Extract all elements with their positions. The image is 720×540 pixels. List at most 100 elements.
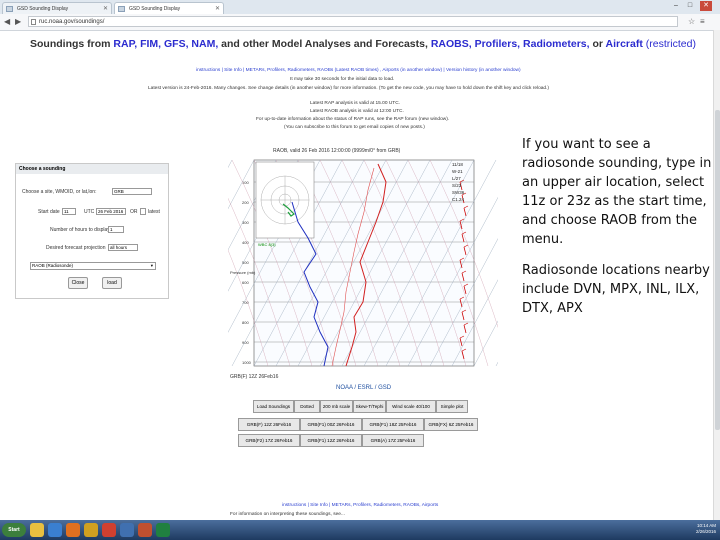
title-mid: and other Model Analyses and Forecasts, <box>218 38 431 50</box>
close-button[interactable]: Close <box>68 277 88 289</box>
pressure-tick: 100 <box>242 180 249 185</box>
rap-forum-note: For up-to-date information about the sta… <box>256 117 450 122</box>
latest-rap: Latest RAP analysis is valid at 15.00 UT… <box>310 101 401 106</box>
latest-raob: Latest RAOB analysis is valid at 12:00 U… <box>310 109 404 114</box>
sounding-button[interactable]: GRB(F1) 12Z 26Feb16 <box>300 434 362 447</box>
scrollbar-thumb[interactable] <box>715 110 720 430</box>
hours-input[interactable]: 1 <box>108 226 124 233</box>
url-input[interactable]: ruc.noaa.gov/soundings/ <box>28 16 678 27</box>
pressure-tick: 800 <box>242 320 249 325</box>
pressure-tick: 1000 <box>242 360 252 365</box>
taskbar: Start 10:14 AM 2/26/2016 <box>0 520 720 540</box>
date-input[interactable]: 26 Feb 2016 <box>96 208 126 215</box>
sounding-button[interactable]: GRB(A) 17Z 25Feb16 <box>362 434 424 447</box>
page-icon <box>31 19 36 25</box>
minimize-button[interactable]: – <box>674 2 678 9</box>
back-arrow-icon[interactable]: ◀ <box>4 17 11 26</box>
browser-tab-bar: GSD Sounding Display ✕ GSD Sounding Disp… <box>0 0 720 15</box>
firefox-icon[interactable] <box>66 523 80 537</box>
annotation-paragraph-1: If you want to see a radiosonde sounding… <box>522 137 712 247</box>
site-input[interactable]: GRB <box>112 188 152 195</box>
explorer-icon[interactable] <box>84 523 98 537</box>
page-title: Soundings from RAP, FIM, GFS, NAM, and o… <box>30 38 720 50</box>
annotation-paragraph-2: Radiosonde locations nearby include DVN,… <box>522 263 710 316</box>
model-links[interactable]: RAP, FIM, GFS, NAM, <box>113 38 219 50</box>
close-window-button[interactable]: ✕ <box>700 1 712 11</box>
obs-links[interactable]: RAOBS, Profilers, Radiometers, <box>430 38 590 50</box>
clock-time: 10:14 AM <box>696 523 716 528</box>
word-icon[interactable] <box>120 523 134 537</box>
dewpoint-trace <box>291 201 329 367</box>
latest-checkbox[interactable] <box>140 208 146 215</box>
annotation-text: If you want to see a radiosonde sounding… <box>522 135 712 330</box>
wind-scale-button[interactable]: Wind scale 40/100 <box>386 400 436 413</box>
clock[interactable]: 10:14 AM 2/26/2016 <box>696 523 716 535</box>
skewt-svg: RAOB, valid 26 Feb 2016 12:00:00 (9999m/… <box>77 142 607 380</box>
excel-icon[interactable] <box>156 523 170 537</box>
sounding-button[interactable]: GRB(FX) 6Z 25Feb16 <box>424 418 478 431</box>
powerpoint-icon[interactable] <box>138 523 152 537</box>
aircraft-link[interactable]: Aircraft <box>605 38 643 50</box>
browser-tab-1[interactable]: GSD Sounding Display ✕ <box>2 2 112 14</box>
close-icon[interactable]: ✕ <box>214 6 220 12</box>
wind-barb <box>461 311 465 321</box>
folder-icon[interactable] <box>30 523 44 537</box>
wind-barb <box>463 324 467 334</box>
sounding-button[interactable]: GRB(F1) 00Z 26Feb16 <box>300 418 362 431</box>
skewt-diagram[interactable]: RAOB, valid 26 Feb 2016 12:00:00 (9999m/… <box>77 142 607 380</box>
forecast-select[interactable]: all hours <box>108 244 138 251</box>
tab-label: GSD Sounding Display <box>17 6 69 12</box>
dotted-button[interactable]: Dotted <box>294 400 320 413</box>
version-note: Latest version is 24-Feb-2016. Many chan… <box>148 86 550 91</box>
pressure-tick: 400 <box>242 240 249 245</box>
wind-barb-flag <box>459 218 465 222</box>
start-date-label: Start date <box>38 209 60 215</box>
model-select[interactable]: RAOB (Radiosonde) ▾ <box>30 262 156 270</box>
date-label: W-21 <box>452 169 463 174</box>
wind-barb-flag <box>463 283 469 287</box>
nav-links[interactable]: instructions | Site Info | METARs, Profi… <box>196 68 521 73</box>
wind-barb-flag <box>461 270 467 274</box>
start-hour-select[interactable]: 11 <box>62 208 76 215</box>
sounding-button[interactable]: GRB(F2) 17Z 26Feb16 <box>238 434 300 447</box>
date-label: S/23 <box>452 183 462 188</box>
subscribe-note: (You can subscribe to this forum to get … <box>284 125 425 130</box>
restricted-label: (restricted) <box>642 38 696 50</box>
wind-barb <box>463 246 467 256</box>
wind-barb-flag <box>463 244 469 248</box>
date-label: C1.24 <box>452 197 465 202</box>
skewt-tephi-button[interactable]: Skew-T/Tephi <box>353 400 386 413</box>
hodo-label: WBC 8(3) <box>258 242 276 247</box>
skewt-title: RAOB, valid 26 Feb 2016 12:00:00 (9999m/… <box>273 148 401 154</box>
wind-barb <box>461 350 465 360</box>
vertical-scrollbar[interactable] <box>713 30 720 520</box>
sounding-button[interactable]: GRB(F1) 18Z 25Feb16 <box>362 418 424 431</box>
star-icon[interactable]: ☆ <box>688 17 696 26</box>
wind-barb-flag <box>459 335 465 339</box>
wind-barb <box>459 181 463 191</box>
forecast-label: Desired forecast projection <box>46 245 106 251</box>
chrome-icon[interactable] <box>102 523 116 537</box>
footer-info: For information on interpreting these so… <box>230 512 345 517</box>
title-or: or <box>589 38 606 50</box>
menu-icon[interactable]: ≡ <box>700 17 705 26</box>
browser-tab-2[interactable]: GSD Sounding Display ✕ <box>114 2 224 14</box>
load-button[interactable]: load <box>102 277 122 289</box>
wind-barb-flag <box>459 257 465 261</box>
ie-icon[interactable] <box>48 523 62 537</box>
close-icon[interactable]: ✕ <box>102 6 108 12</box>
simple-plot-button[interactable]: Simple plot <box>436 400 468 413</box>
load-soundings-button[interactable]: Load Soundings <box>253 400 294 413</box>
site-label: Choose a site, WMOID, or lat,lon: <box>22 189 97 195</box>
footer-links[interactable]: instructions | Site Info | METARs, Profi… <box>282 503 439 508</box>
start-button[interactable]: Start <box>2 523 26 537</box>
wind-barb-flag <box>461 309 467 313</box>
date-label: L/27 <box>452 176 461 181</box>
wind-barb <box>461 272 465 282</box>
scale-button[interactable]: 200 mb scale <box>320 400 353 413</box>
wind-barb-flag <box>461 192 467 196</box>
wind-barb <box>461 194 465 204</box>
forward-arrow-icon[interactable]: ▶ <box>15 17 22 26</box>
sounding-button[interactable]: GRB(F) 12Z 26Feb16 <box>238 418 300 431</box>
maximize-button[interactable]: □ <box>687 2 693 9</box>
